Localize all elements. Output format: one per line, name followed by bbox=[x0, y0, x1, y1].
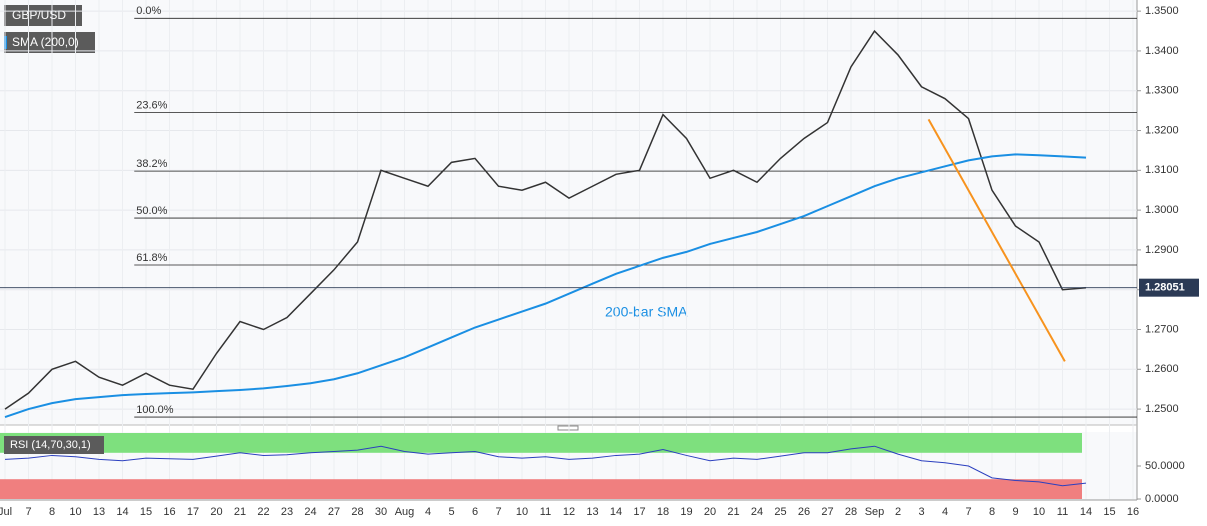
indicator-label: SMA (200,0) bbox=[12, 35, 79, 49]
splitter[interactable] bbox=[557, 425, 579, 431]
x-tick-label: 2 bbox=[895, 506, 901, 518]
x-tick-label: 14 bbox=[116, 506, 128, 518]
x-tick-label: 25 bbox=[774, 506, 786, 518]
x-tick-label: 11 bbox=[540, 506, 551, 518]
legend-box bbox=[4, 436, 104, 454]
x-tick-label: 19 bbox=[680, 506, 692, 518]
x-tick-label: 3 bbox=[918, 506, 924, 518]
y-tick-label: 1.2900 bbox=[1145, 244, 1179, 256]
x-tick-label: 4 bbox=[425, 506, 431, 518]
x-tick-label: 12 bbox=[563, 506, 575, 518]
x-tick-label: 8 bbox=[989, 506, 995, 518]
x-tick-label: 26 bbox=[798, 506, 810, 518]
x-tick-label: 17 bbox=[187, 506, 199, 518]
x-tick-label: 21 bbox=[234, 506, 246, 518]
fib-label: 61.8% bbox=[136, 252, 167, 264]
x-tick-label: 20 bbox=[210, 506, 222, 518]
x-tick-label: 16 bbox=[163, 506, 175, 518]
x-tick-label: 6 bbox=[472, 506, 478, 518]
x-tick-label: 20 bbox=[704, 506, 716, 518]
fib-label: 100.0% bbox=[136, 404, 174, 416]
overbought-zone bbox=[0, 433, 1082, 453]
fib-label: 0.0% bbox=[136, 5, 161, 17]
x-tick-label: Jul bbox=[0, 506, 12, 518]
y-tick-label: 1.3400 bbox=[1145, 45, 1179, 57]
price-tag-label: 1.28051 bbox=[1145, 282, 1185, 294]
x-tick-label: 7 bbox=[495, 506, 501, 518]
x-tick-label: 14 bbox=[1080, 506, 1092, 518]
y-tick-label: 1.2500 bbox=[1145, 403, 1179, 415]
x-tick-label: 30 bbox=[375, 506, 387, 518]
legend-box bbox=[4, 5, 82, 26]
x-tick-label: 28 bbox=[351, 506, 363, 518]
x-tick-label: 10 bbox=[69, 506, 81, 518]
x-tick-label: 17 bbox=[633, 506, 645, 518]
fib-label: 50.0% bbox=[136, 205, 167, 217]
y-tick-label: 1.3000 bbox=[1145, 204, 1179, 216]
rsi-tick-label: 50.0000 bbox=[1145, 460, 1185, 472]
oversold-zone bbox=[0, 479, 1082, 499]
x-tick-label: 27 bbox=[821, 506, 833, 518]
price-tag bbox=[1139, 278, 1199, 297]
x-tick-label: 4 bbox=[942, 506, 948, 518]
x-tick-label: 10 bbox=[1033, 506, 1045, 518]
rsi-tick-label: 0.0000 bbox=[1145, 493, 1179, 505]
x-tick-label: 14 bbox=[610, 506, 622, 518]
series-line bbox=[4, 29, 1087, 410]
x-tick-label: 23 bbox=[281, 506, 293, 518]
x-tick-label: 13 bbox=[586, 506, 598, 518]
x-tick-label: Sep bbox=[865, 506, 885, 518]
fib-label: 23.6% bbox=[136, 100, 167, 112]
x-tick-label: 13 bbox=[93, 506, 105, 518]
series-line bbox=[4, 153, 1087, 418]
x-tick-label: 11 bbox=[1057, 506, 1068, 518]
x-tick-label: 7 bbox=[965, 506, 971, 518]
x-tick-label: 28 bbox=[845, 506, 857, 518]
fib-label: 38.2% bbox=[136, 158, 167, 170]
y-tick-label: 1.2600 bbox=[1145, 363, 1179, 375]
x-tick-label: 21 bbox=[727, 506, 739, 518]
x-tick-label: 15 bbox=[140, 506, 152, 518]
x-tick-label: 8 bbox=[49, 506, 55, 518]
x-tick-label: 10 bbox=[516, 506, 528, 518]
symbol: GBP/USD bbox=[12, 8, 66, 22]
y-tick-label: 1.3200 bbox=[1145, 124, 1179, 136]
y-tick-label: 1.3100 bbox=[1145, 164, 1179, 176]
sma-annotation: 200-bar SMA bbox=[605, 304, 688, 320]
rsi-label: RSI (14,70,30,1) bbox=[10, 439, 91, 451]
x-tick-label: 16 bbox=[1127, 506, 1139, 518]
x-tick-label: 9 bbox=[1012, 506, 1018, 518]
y-tick-label: 1.2700 bbox=[1145, 323, 1179, 335]
rsi-line bbox=[4, 445, 1087, 487]
trendline bbox=[927, 118, 1066, 362]
x-tick-label: 15 bbox=[1103, 506, 1115, 518]
x-tick-label: Aug bbox=[395, 506, 415, 518]
x-tick-label: 22 bbox=[257, 506, 269, 518]
y-tick-label: 1.3300 bbox=[1145, 85, 1179, 97]
x-tick-label: 5 bbox=[448, 506, 454, 518]
y-tick-label: 1.3500 bbox=[1145, 5, 1179, 17]
x-tick-label: 7 bbox=[25, 506, 31, 518]
x-tick-label: 27 bbox=[328, 506, 340, 518]
x-tick-label: 24 bbox=[751, 506, 763, 518]
x-tick-label: 24 bbox=[304, 506, 316, 518]
x-tick-label: 18 bbox=[657, 506, 669, 518]
legend-box bbox=[4, 32, 95, 53]
